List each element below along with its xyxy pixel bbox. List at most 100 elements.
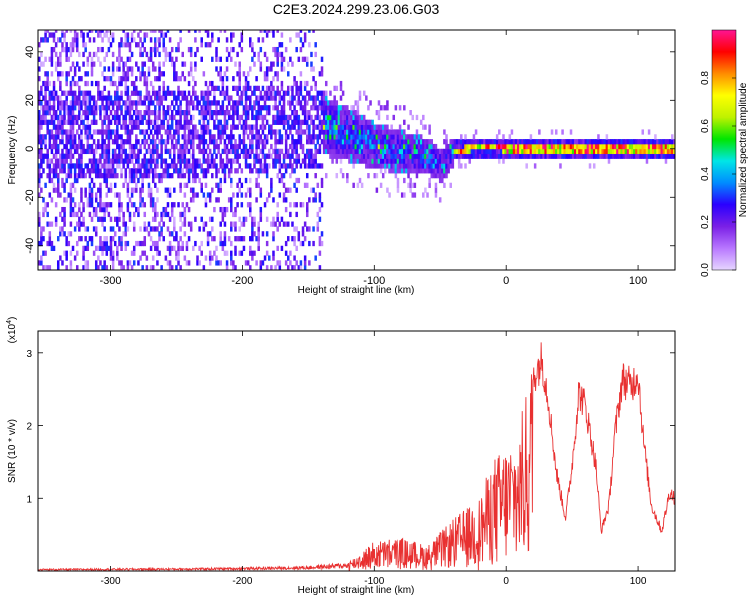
spectrogram-cell	[384, 105, 387, 111]
spectrogram-cell	[276, 158, 279, 164]
spectrogram-cell	[118, 260, 121, 266]
spectrogram-cell	[506, 148, 509, 155]
spectrogram-cell	[310, 85, 313, 92]
spectrogram-cell	[384, 134, 387, 140]
spectrogram-cell	[59, 231, 62, 237]
spectrogram-cell	[147, 124, 151, 130]
spectrogram-cell	[196, 192, 199, 198]
spectrogram-cell	[192, 124, 195, 130]
spectrogram-cell	[341, 105, 345, 111]
spectrogram-cell	[38, 42, 41, 48]
spectrogram-cell	[227, 110, 231, 116]
spectrogram-cell	[132, 202, 136, 208]
spectrogram-cell	[86, 148, 90, 155]
spectrogram-cell	[78, 51, 81, 58]
spectrogram-cell	[308, 124, 311, 130]
spectrogram-cell	[52, 110, 56, 116]
spectrogram-cell	[44, 265, 47, 270]
spectrogram-cell	[40, 139, 43, 145]
spectrogram-cell	[105, 202, 109, 208]
spectrogram-cell	[314, 85, 317, 92]
spectrogram-cell	[356, 143, 360, 150]
spectrogram-cell	[371, 148, 374, 155]
spectrogram-cell	[213, 148, 216, 155]
spectrogram-cell	[94, 260, 98, 266]
spectrogram-cell	[211, 158, 214, 164]
spectrogram-cell	[569, 148, 573, 155]
spectrogram-cell	[411, 158, 415, 164]
spectrogram-cell	[314, 100, 317, 106]
spectrogram-cell	[147, 95, 151, 101]
spectrogram-cell	[240, 95, 244, 101]
spectrogram-cell	[143, 134, 147, 140]
spectrogram-cell	[166, 51, 170, 58]
spectrogram-cell	[189, 114, 193, 121]
spectrogram-cell	[620, 143, 623, 150]
spectrogram-cell	[272, 158, 275, 164]
spectrogram-cell	[398, 139, 402, 145]
spectrogram-cell	[263, 90, 267, 96]
spectrogram-cell	[453, 143, 457, 150]
spectrogram-cell	[443, 139, 446, 145]
spectrogram-cell	[588, 139, 592, 145]
spectrogram-cell	[86, 124, 90, 130]
spectrogram-cell	[92, 250, 96, 256]
spectrogram-cell	[185, 110, 189, 116]
spectrogram-cell	[84, 124, 87, 130]
spectrogram-cell	[249, 245, 252, 252]
spectrogram-cell	[65, 76, 68, 82]
spectrogram-cell	[61, 158, 64, 164]
spectrogram-cell	[434, 153, 438, 159]
spectrogram-cell	[198, 260, 201, 266]
spectrogram-cell	[582, 153, 585, 159]
spectrogram-cell	[145, 119, 149, 125]
spectrogram-cell	[278, 163, 282, 169]
spectrogram-cell	[54, 30, 58, 33]
spectrogram-cell	[291, 124, 294, 130]
spectrogram-cell	[120, 124, 123, 130]
spectrogram-cell	[274, 129, 277, 135]
spectrogram-cell	[78, 139, 81, 145]
spectrogram-cell	[132, 90, 136, 96]
spectrogram-cell	[244, 100, 248, 106]
spectrogram-cell	[571, 153, 575, 159]
spectrogram-cell	[204, 148, 208, 155]
spectrogram-cell	[405, 158, 408, 164]
spectrogram-cell	[86, 114, 90, 121]
spectrogram-cell	[278, 129, 282, 135]
spectrogram-cell	[164, 110, 168, 116]
spectrogram-cell	[227, 100, 231, 106]
spectrogram-cell	[109, 226, 113, 232]
spectrogram-cell	[318, 129, 322, 135]
spectrogram-cell	[143, 100, 147, 106]
spectrogram-cell	[149, 245, 153, 252]
spectrogram-cell	[443, 158, 446, 164]
spectrogram-cell	[415, 168, 419, 174]
spectrogram-cell	[303, 56, 307, 62]
spectrogram-cell	[151, 124, 155, 130]
spectrogram-cell	[105, 236, 109, 242]
spectrogram-cell	[177, 95, 180, 101]
spectrogram-cell	[483, 148, 486, 155]
spectrogram-cell	[120, 95, 123, 101]
spectrogram-cell	[99, 110, 102, 116]
spectrogram-cell	[305, 173, 309, 179]
spectrogram-cell	[101, 163, 104, 169]
spectrogram-cell	[620, 148, 623, 155]
spectrogram-cell	[173, 95, 176, 101]
spectrogram-cell	[244, 85, 248, 92]
spectrogram-cell	[118, 105, 121, 111]
spectrogram-cell	[474, 139, 478, 145]
spectrogram-cell	[105, 134, 109, 140]
spectrogram-cell	[434, 148, 438, 155]
spectrogram-cell	[122, 114, 125, 121]
spectrogram-cell	[373, 153, 377, 159]
spectrogram-cell	[107, 105, 111, 111]
spectrogram-cell	[65, 80, 68, 87]
spectrogram-cell	[508, 139, 512, 145]
spectrogram-cell	[164, 187, 168, 193]
spectrogram-cell	[234, 153, 237, 159]
spectrogram-cell	[358, 119, 362, 125]
spectrogram-cell	[183, 124, 187, 130]
spectrogram-cell	[318, 163, 322, 169]
